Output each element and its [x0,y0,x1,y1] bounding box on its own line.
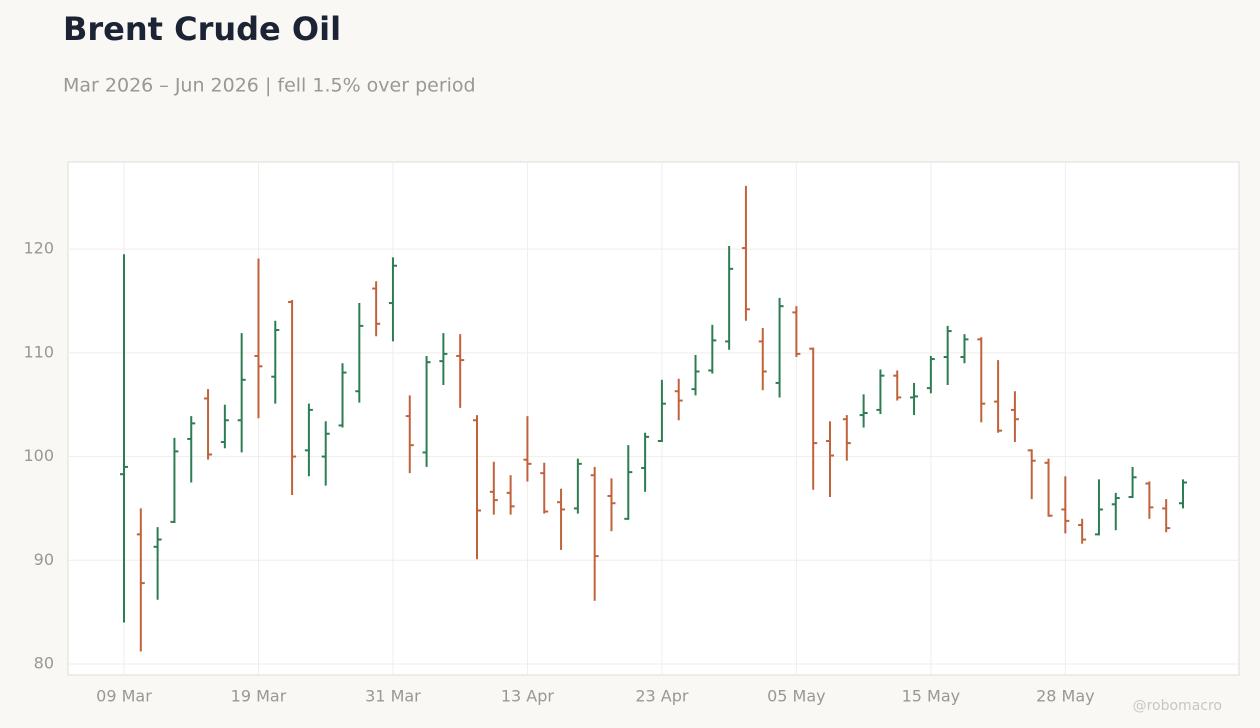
chart-subtitle: Mar 2026 – Jun 2026 | fell 1.5% over per… [63,75,476,97]
watermark: @robomacro [1133,698,1222,714]
y-tick-label: 100 [23,446,54,465]
plot-area [67,161,1240,676]
x-tick-label: 15 May [902,687,961,706]
x-tick-label: 09 Mar [96,687,152,706]
x-tick-label: 05 May [767,687,826,706]
chart-title: Brent Crude Oil [63,10,341,48]
y-tick-label: 120 [23,239,54,258]
x-tick-label: 28 May [1036,687,1095,706]
x-tick-label: 23 Apr [635,687,689,706]
x-tick-label: 13 Apr [501,687,555,706]
x-tick-label: 31 Mar [365,687,421,706]
y-tick-label: 90 [34,550,54,569]
x-tick-label: 19 Mar [231,687,287,706]
y-tick-label: 110 [23,342,54,361]
y-tick-label: 80 [34,654,54,673]
